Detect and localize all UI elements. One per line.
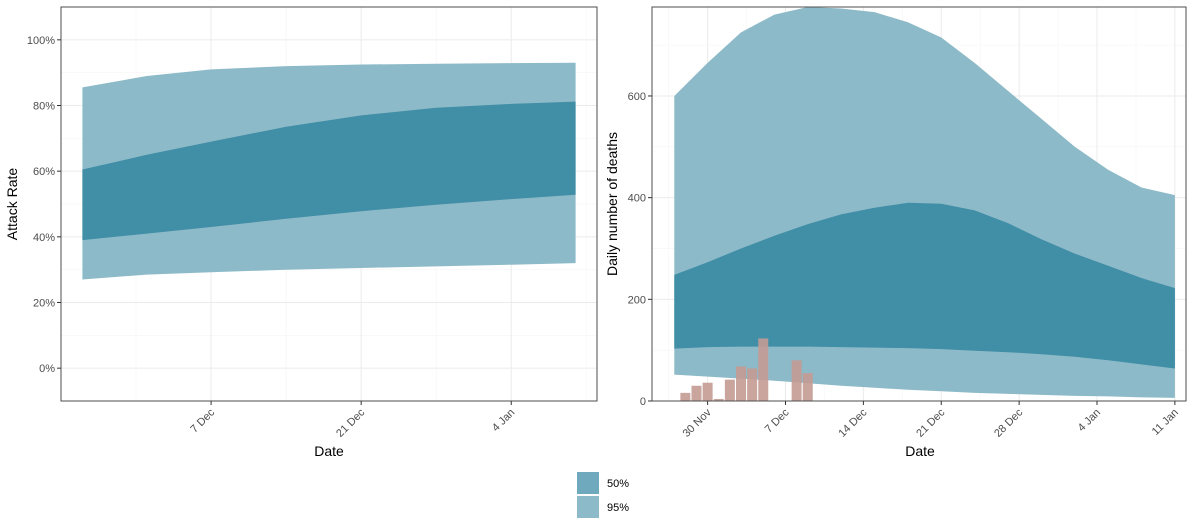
attack-rate-x-axis-title: Date	[314, 443, 344, 459]
observed-deaths-bar	[747, 368, 758, 401]
daily-deaths-x-tick-label: 11 Jan	[1150, 407, 1181, 438]
attack-rate-y-tick-label: 60%	[33, 166, 55, 178]
attack-rate-x-tick-label: 21 Dec	[334, 406, 367, 439]
legend-key-50	[577, 472, 599, 494]
daily-deaths-y-tick-label: 400	[628, 193, 646, 205]
legend-label-95: 95%	[607, 502, 629, 514]
daily-deaths-y-axis-title: Daily number of deaths	[604, 132, 620, 276]
attack-rate-y-axis-title: Attack Rate	[4, 168, 20, 241]
daily-deaths-x-tick-label: 4 Jan	[1076, 407, 1104, 435]
observed-deaths-bar	[680, 392, 691, 401]
daily-deaths-y-tick-label: 200	[628, 294, 646, 306]
attack-rate-x-tick-label: 7 Dec	[188, 406, 217, 435]
observed-deaths-bar	[802, 373, 813, 401]
daily-deaths-panel-border	[651, 6, 1187, 402]
legend-key-95	[577, 496, 599, 518]
observed-deaths-bar	[724, 379, 735, 401]
observed-deaths-bar	[713, 398, 724, 401]
daily-deaths-x-tick-label: 14 Dec	[836, 406, 869, 439]
daily-deaths-x-tick-label: 28 Dec	[992, 406, 1025, 439]
observed-deaths-bar	[735, 366, 747, 401]
daily-deaths-x-axis-title: Date	[905, 443, 935, 459]
attack-rate-panel: 0% 20% 40% 60% 80% 100% 7 Dec 21 Dec 4 Jan Date…	[4, 6, 598, 459]
attack-rate-y-axis: 0% 20% 40% 60% 80% 100%	[27, 35, 61, 375]
daily-deaths-x-tick-label: 30 Nov	[681, 406, 714, 439]
legend-label-50: 50%	[607, 478, 629, 490]
attack-rate-y-tick-label: 20%	[33, 298, 55, 310]
observed-deaths-bar	[791, 360, 802, 401]
attack-rate-y-tick-label: 40%	[33, 232, 55, 244]
attack-rate-band-50	[82, 101, 576, 241]
attack-rate-y-tick-label: 0%	[39, 363, 55, 375]
daily-deaths-panel: 0 200 400 600 30 Nov 7 Dec 14 Dec 21 Dec 28 Dec…	[604, 6, 1187, 459]
daily-deaths-x-tick-label: 21 Dec	[914, 406, 947, 439]
attack-rate-bands	[82, 62, 576, 280]
observed-deaths-bar	[758, 338, 769, 401]
daily-deaths-x-axis: 30 Nov 7 Dec 14 Dec 21 Dec 28 Dec 4 Jan 11 Jan	[681, 401, 1181, 440]
daily-deaths-bands	[674, 7, 1175, 398]
daily-deaths-x-tick-label: 7 Dec	[763, 406, 792, 435]
daily-deaths-band-50	[674, 202, 1175, 369]
legend: 50% 95%	[577, 472, 629, 518]
daily-deaths-y-tick-label: 0	[640, 396, 646, 408]
attack-rate-x-axis: 7 Dec 21 Dec 4 Jan	[188, 401, 517, 440]
attack-rate-x-tick-label: 4 Jan	[490, 407, 518, 435]
attack-rate-panel-border	[60, 6, 598, 402]
observed-deaths-bar	[702, 382, 713, 401]
daily-deaths-y-tick-label: 600	[628, 91, 646, 103]
attack-rate-y-tick-label: 80%	[33, 101, 55, 113]
attack-rate-y-tick-label: 100%	[27, 35, 55, 47]
observed-deaths-bars	[680, 338, 813, 401]
daily-deaths-y-axis: 0 200 400 600	[628, 91, 652, 408]
observed-deaths-bar	[691, 385, 702, 401]
